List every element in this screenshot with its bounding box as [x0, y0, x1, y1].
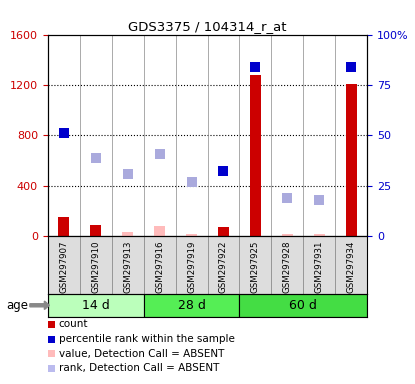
Text: GSM297913: GSM297913 [123, 241, 132, 293]
Text: GSM297919: GSM297919 [187, 241, 196, 293]
Bar [250, 75, 261, 236]
Bar [144, 236, 176, 294]
Text: GSM297907: GSM297907 [59, 241, 68, 293]
Bar [144, 294, 239, 317]
Bar [218, 227, 229, 236]
Title: GDS3375 / 104314_r_at: GDS3375 / 104314_r_at [128, 20, 287, 33]
Text: 60 d: 60 d [289, 299, 317, 312]
Bar [122, 232, 133, 236]
Bar [48, 294, 144, 317]
Bar [154, 226, 165, 236]
Bar [314, 233, 325, 236]
Text: GSM297934: GSM297934 [347, 241, 356, 293]
Bar [186, 233, 197, 236]
Bar [346, 84, 357, 236]
Bar [176, 236, 208, 294]
Bar [112, 236, 144, 294]
Text: GSM297925: GSM297925 [251, 241, 260, 293]
Bar [271, 236, 303, 294]
Bar [239, 294, 367, 317]
Text: 14 d: 14 d [82, 299, 110, 312]
Bar [48, 236, 80, 294]
Text: GSM297922: GSM297922 [219, 241, 228, 293]
Text: GSM297928: GSM297928 [283, 241, 292, 293]
Text: percentile rank within the sample: percentile rank within the sample [59, 334, 234, 344]
Text: age: age [6, 299, 28, 312]
Bar [282, 234, 293, 236]
Text: 28 d: 28 d [178, 299, 205, 312]
Bar [335, 236, 367, 294]
Text: GSM297916: GSM297916 [155, 241, 164, 293]
Bar [80, 236, 112, 294]
Text: rank, Detection Call = ABSENT: rank, Detection Call = ABSENT [59, 363, 219, 373]
Text: count: count [59, 319, 88, 329]
Bar [58, 217, 69, 236]
Bar [90, 225, 101, 236]
Text: value, Detection Call = ABSENT: value, Detection Call = ABSENT [59, 349, 224, 359]
Bar [239, 236, 271, 294]
Bar [303, 236, 335, 294]
Text: GSM297910: GSM297910 [91, 241, 100, 293]
Text: GSM297931: GSM297931 [315, 241, 324, 293]
Bar [208, 236, 239, 294]
